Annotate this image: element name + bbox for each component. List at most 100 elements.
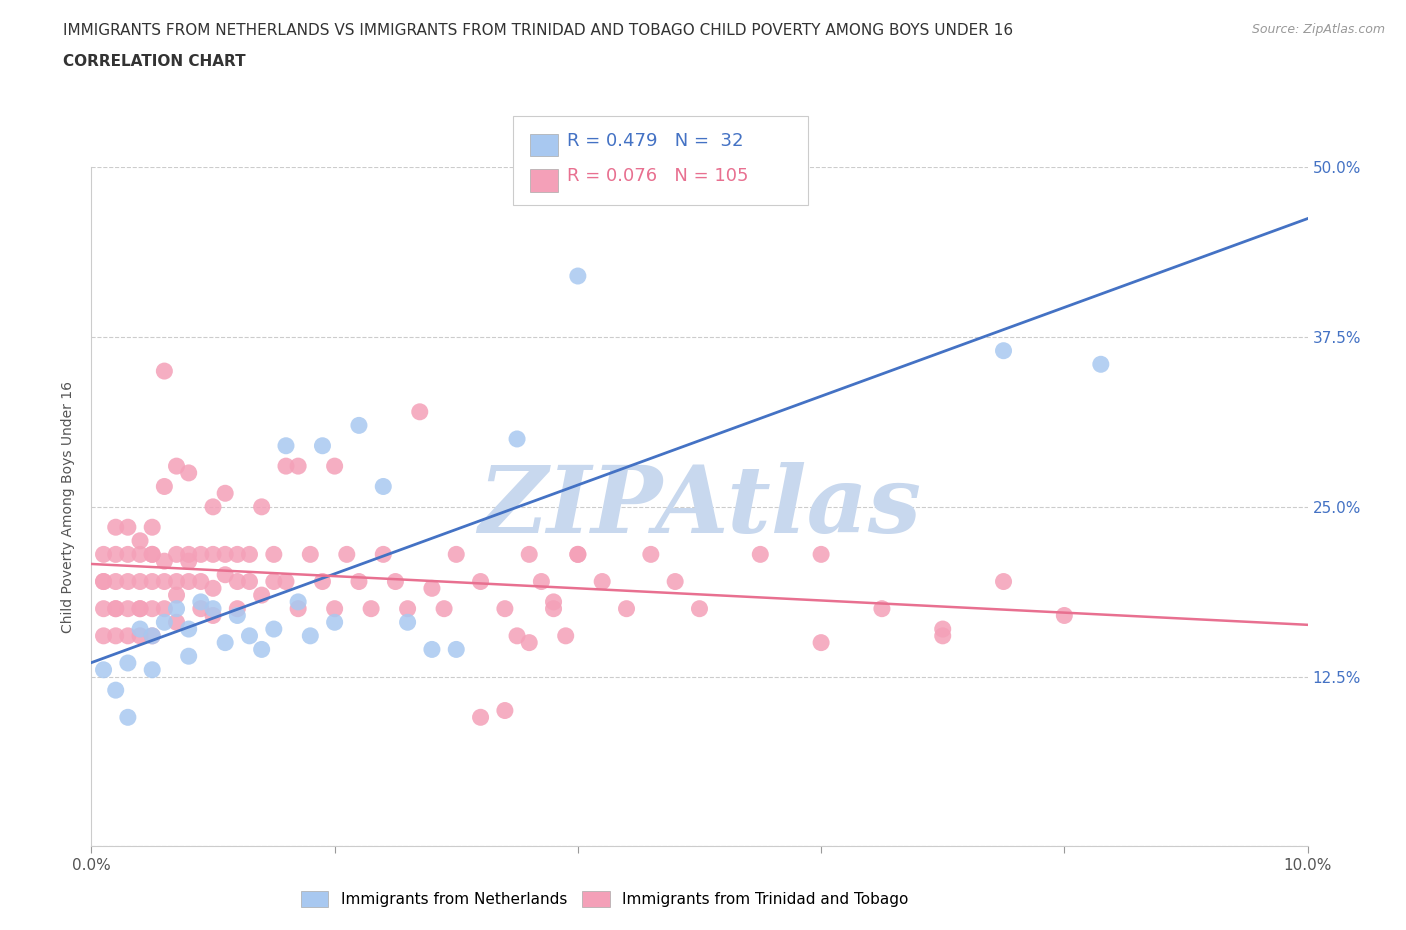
Text: R = 0.479   N =  32: R = 0.479 N = 32	[567, 132, 744, 150]
Text: CORRELATION CHART: CORRELATION CHART	[63, 54, 246, 69]
Point	[444, 642, 467, 657]
Point	[202, 608, 225, 623]
Point	[104, 602, 127, 617]
Point	[299, 547, 322, 562]
Point	[543, 594, 565, 609]
Point	[433, 602, 456, 617]
Point	[153, 602, 176, 617]
Point	[567, 547, 589, 562]
Point	[238, 547, 260, 562]
Point	[336, 547, 359, 562]
Point	[494, 602, 516, 617]
Point	[517, 547, 540, 562]
Point	[993, 574, 1015, 589]
Point	[104, 629, 127, 644]
Point	[567, 547, 589, 562]
Point	[591, 574, 613, 589]
Point	[141, 602, 163, 617]
Point	[166, 458, 188, 473]
Point	[347, 418, 370, 432]
Point	[1090, 357, 1112, 372]
Point	[1053, 608, 1076, 623]
Point	[177, 574, 200, 589]
Point	[250, 642, 273, 657]
Point	[129, 534, 152, 549]
Point	[299, 629, 322, 644]
Point	[287, 594, 309, 609]
Point	[129, 602, 152, 617]
Point	[129, 574, 152, 589]
Point	[506, 432, 529, 446]
Point	[226, 602, 249, 617]
Point	[166, 588, 188, 603]
Point	[104, 520, 127, 535]
Point	[104, 547, 127, 562]
Point	[688, 602, 710, 617]
Point	[311, 574, 333, 589]
Point	[250, 499, 273, 514]
Point	[214, 485, 236, 500]
Point	[117, 656, 139, 671]
Point	[129, 629, 152, 644]
Point	[263, 547, 285, 562]
Point	[250, 588, 273, 603]
Point	[190, 594, 212, 609]
Point	[177, 553, 200, 568]
Point	[214, 567, 236, 582]
Point	[117, 520, 139, 535]
Point	[287, 602, 309, 617]
Point	[226, 608, 249, 623]
Point	[263, 574, 285, 589]
Point	[214, 547, 236, 562]
Point	[129, 602, 152, 617]
Point	[420, 642, 443, 657]
Point	[153, 615, 176, 630]
Point	[153, 364, 176, 379]
Point	[93, 574, 115, 589]
Point	[810, 635, 832, 650]
Point	[190, 547, 212, 562]
Text: R = 0.076   N = 105: R = 0.076 N = 105	[567, 167, 748, 185]
Point	[664, 574, 686, 589]
Point	[202, 602, 225, 617]
Y-axis label: Child Poverty Among Boys Under 16: Child Poverty Among Boys Under 16	[62, 381, 76, 632]
Point	[373, 547, 395, 562]
Point	[117, 629, 139, 644]
Point	[190, 602, 212, 617]
Point	[117, 574, 139, 589]
Point	[93, 662, 115, 677]
Point	[141, 547, 163, 562]
Point	[166, 574, 188, 589]
Point	[93, 547, 115, 562]
Point	[202, 547, 225, 562]
Point	[444, 547, 467, 562]
Point	[202, 581, 225, 596]
Point	[238, 574, 260, 589]
Point	[214, 635, 236, 650]
Point	[517, 635, 540, 650]
Point	[93, 629, 115, 644]
Point	[117, 547, 139, 562]
Point	[104, 602, 127, 617]
Point	[177, 466, 200, 481]
Point	[993, 343, 1015, 358]
Point	[870, 602, 893, 617]
Point	[360, 602, 382, 617]
Point	[554, 629, 576, 644]
Point	[506, 629, 529, 644]
Point	[274, 458, 297, 473]
Point	[384, 574, 406, 589]
Point	[153, 553, 176, 568]
Point	[373, 479, 395, 494]
Point	[543, 602, 565, 617]
Point	[420, 581, 443, 596]
Point	[93, 574, 115, 589]
Point	[530, 574, 553, 589]
Point	[166, 602, 188, 617]
Point	[226, 574, 249, 589]
Point	[931, 621, 953, 636]
Text: IMMIGRANTS FROM NETHERLANDS VS IMMIGRANTS FROM TRINIDAD AND TOBAGO CHILD POVERTY: IMMIGRANTS FROM NETHERLANDS VS IMMIGRANT…	[63, 23, 1014, 38]
Point	[640, 547, 662, 562]
Text: Source: ZipAtlas.com: Source: ZipAtlas.com	[1251, 23, 1385, 36]
Point	[238, 629, 260, 644]
